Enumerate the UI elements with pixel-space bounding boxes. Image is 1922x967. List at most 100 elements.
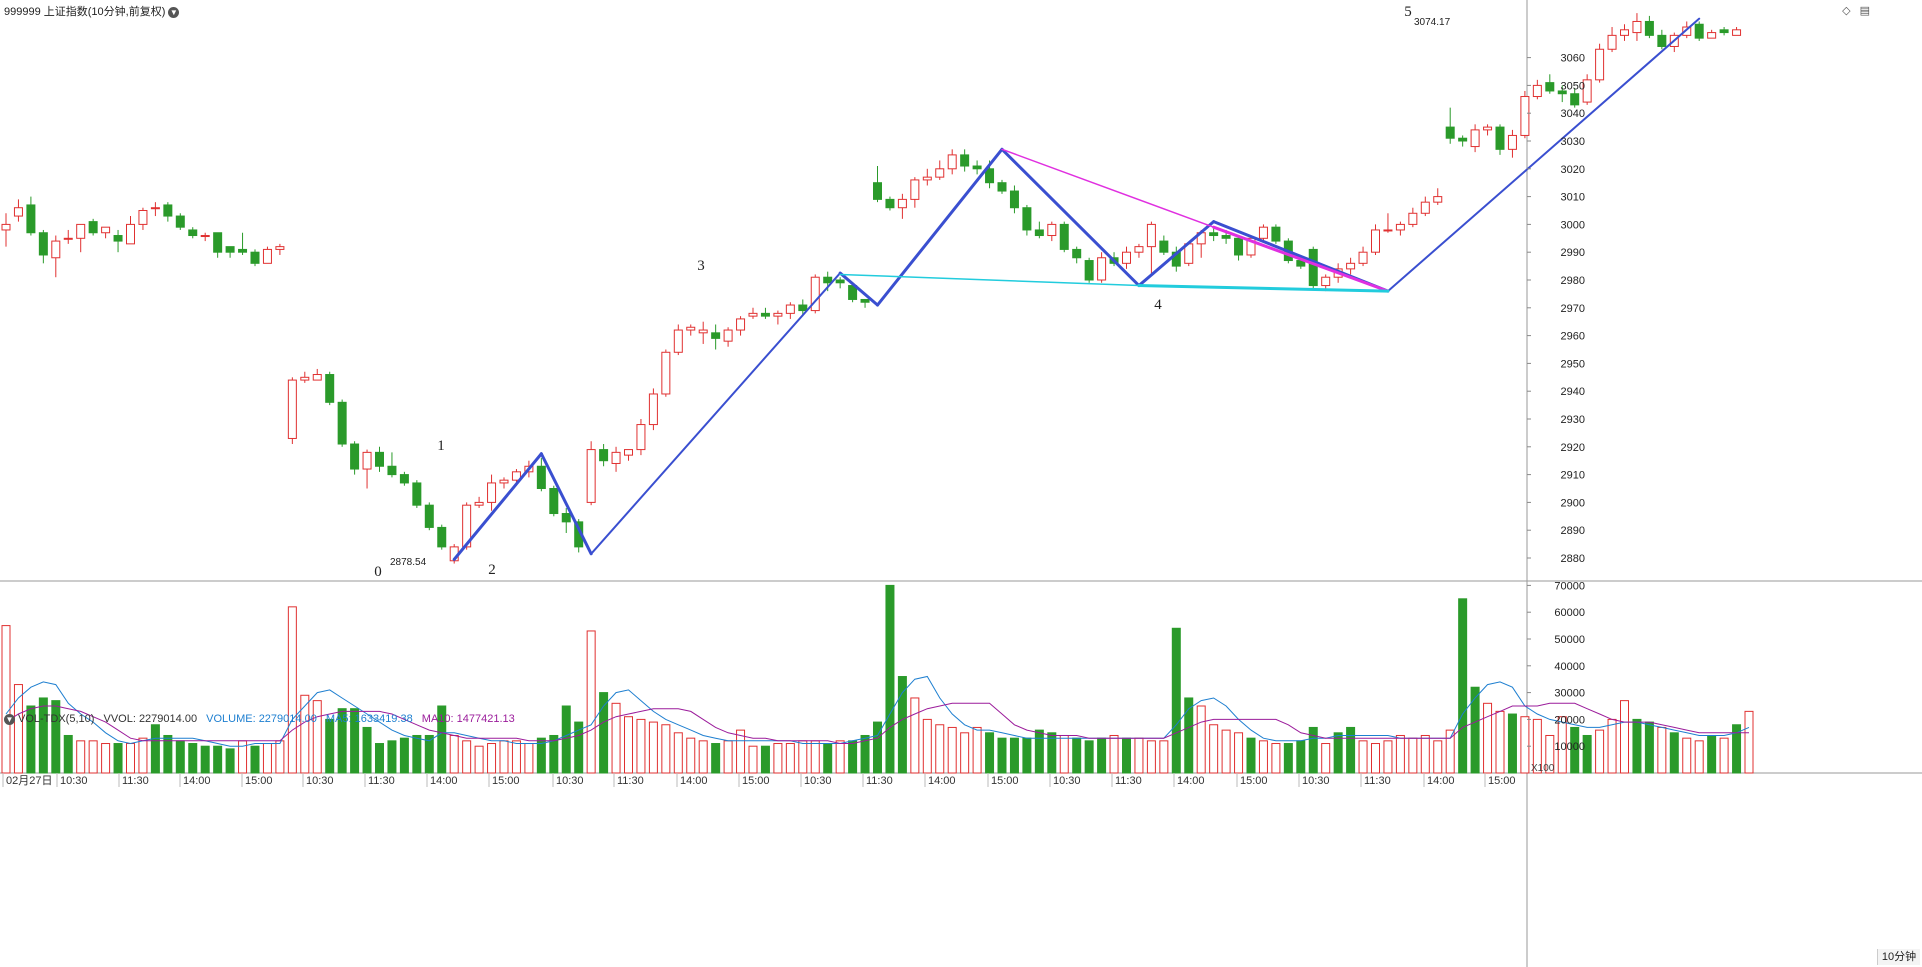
volume-bar (848, 740, 858, 774)
time-tick-label: 10:30 (804, 775, 832, 787)
volume-bar (1744, 710, 1754, 774)
candle-body (262, 248, 272, 264)
candle-body (972, 165, 982, 170)
thin-wave-2-3 (590, 272, 842, 555)
candle-body (935, 168, 945, 178)
candle-body (487, 482, 497, 503)
volume-bar (1022, 737, 1032, 774)
time-tick-label: 11:30 (122, 775, 149, 787)
candle-body (225, 246, 235, 253)
candle-body (1084, 260, 1094, 281)
price-candles (1, 13, 1742, 564)
volume-bar (960, 732, 970, 774)
volume-bar (1258, 740, 1268, 774)
candle-body (126, 223, 135, 245)
volume-bar (897, 676, 907, 774)
price-tick-label: 2970 (1561, 303, 1585, 315)
wave-label-0: 0 (374, 564, 382, 580)
volume-ma-lines (5, 675, 1750, 747)
volume-bar (287, 606, 297, 774)
volume-value: VOLUME: 2279014.00 (206, 713, 317, 725)
volume-bar (275, 740, 285, 774)
time-tick-label: 11:30 (1364, 775, 1391, 787)
volume-unit-label: X100 (1531, 763, 1555, 774)
volume-bar (748, 745, 758, 774)
volume-bar (150, 724, 160, 774)
candle-body (350, 443, 360, 470)
candle-body (561, 513, 571, 523)
chevron-down-icon[interactable]: ▼ (4, 713, 15, 725)
candle-body (287, 379, 297, 439)
volume-bar (262, 743, 272, 774)
volume-bar (1620, 700, 1629, 774)
chevron-down-icon[interactable]: ▼ (168, 6, 180, 18)
candle-body (686, 326, 696, 331)
volume-bar (1470, 686, 1480, 774)
diamond-icon[interactable]: ◇ (1842, 5, 1851, 17)
time-tick-label: 15:00 (492, 775, 520, 787)
volume-bar (947, 726, 957, 774)
candle-body (337, 401, 347, 445)
chart-title[interactable]: 999999 上证指数(10分钟,前复权) ▼ (4, 3, 180, 19)
ma5-line (5, 675, 1750, 747)
candle-body (474, 501, 484, 506)
volume-legend: ▼ VOL-TDX(5,10) VVOL: 2279014.00 VOLUME: … (4, 713, 521, 725)
cyan-line-thin (839, 273, 1140, 287)
candle-body (997, 182, 1007, 192)
volume-bar (511, 740, 521, 774)
candle-body (1470, 129, 1480, 148)
volume-indicator-name[interactable]: VOL-TDX(5,10) (18, 713, 95, 725)
volume-bar (1059, 734, 1069, 774)
volume-bar (1632, 718, 1642, 774)
candle-body (1234, 237, 1244, 256)
volume-bar (213, 745, 223, 774)
volume-bar (337, 708, 347, 774)
candle-body (1034, 229, 1044, 237)
candle-body (1657, 34, 1667, 47)
volume-bar (1159, 740, 1169, 774)
candle-body (188, 229, 198, 237)
candle-body (213, 232, 223, 253)
panel-toggle-icon[interactable]: ▤ (1859, 5, 1870, 17)
volume-bar (1308, 726, 1318, 774)
volume-bar (1607, 718, 1617, 774)
volume-bar (673, 732, 683, 774)
volume-bar (1707, 734, 1717, 774)
magenta-line-thin (1001, 148, 1215, 228)
volume-bar (823, 743, 833, 774)
volume-bar (138, 737, 148, 774)
period-selector[interactable]: 10分钟 (1877, 949, 1920, 965)
volume-bar (462, 740, 472, 774)
candle-body (549, 488, 559, 515)
candle-body (375, 451, 384, 467)
volume-bar (1321, 743, 1331, 774)
candle-body (1694, 23, 1704, 39)
candle-body (1072, 248, 1082, 259)
volume-bar (1146, 740, 1156, 774)
wave-label-4: 4 (1154, 297, 1162, 313)
candle-body (88, 221, 98, 234)
volume-bar (723, 740, 733, 774)
volume-bar (922, 718, 932, 774)
volume-bar (1122, 737, 1131, 774)
thick-wave-0-1 (452, 452, 543, 561)
candle-body (736, 318, 746, 331)
candle-body (1719, 29, 1729, 34)
candle-body (1383, 229, 1393, 232)
volume-bar (113, 743, 123, 774)
candle-body (1557, 90, 1567, 95)
candle-body (1146, 223, 1156, 248)
candle-body (1495, 126, 1505, 150)
title-text: 999999 上证指数(10分钟,前复权) (4, 6, 166, 18)
high-price-label: 3074.17 (1414, 17, 1451, 28)
candle-body (499, 479, 509, 484)
candle-body (648, 393, 658, 426)
volume-bar (300, 694, 310, 774)
volume-bar (860, 734, 870, 774)
candle-body (1582, 79, 1592, 103)
axis-corner (1528, 774, 1922, 967)
volume-bar (1346, 726, 1356, 774)
candle-body (250, 251, 260, 264)
candle-body (76, 223, 86, 239)
